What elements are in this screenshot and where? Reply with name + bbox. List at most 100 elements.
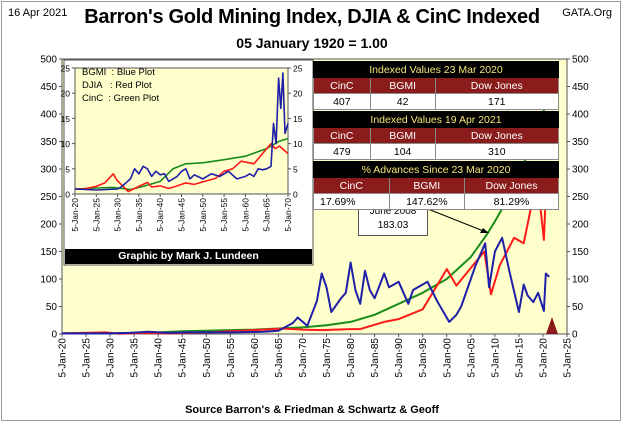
x-tick-label: 5-Jan-95 [418, 338, 429, 378]
value-bgmi: 104 [369, 143, 436, 160]
header-bgmi: BGMI [369, 77, 436, 94]
table-caption: Indexed Values 19 Apr 2021 [313, 111, 559, 128]
x-tick-label: 5-Jan-50 [198, 198, 208, 232]
credit-bar: Graphic by Mark J. Lundeen [65, 249, 312, 264]
x-tick-label: 5-Jan-00 [442, 338, 453, 378]
x-tick-label: 5-Jan-20 [58, 338, 69, 378]
x-tick-label: 5-Jan-65 [262, 198, 272, 232]
now-marker [546, 317, 558, 334]
y-tick-label-left: 25 [61, 64, 71, 74]
x-tick-label: 5-Jan-25 [82, 338, 93, 378]
x-tick-label: 5-Jan-85 [370, 338, 381, 378]
date-label: 16 Apr 2021 [8, 7, 68, 19]
callout-arrow [427, 208, 487, 233]
header-dow: Dow Jones [434, 127, 560, 144]
x-tick-label: 5-Jan-60 [250, 338, 261, 378]
y-tick-label-left: 5 [65, 164, 70, 174]
y-tick-label-right: 350 [572, 137, 589, 148]
y-tick-label-left: 150 [40, 247, 57, 258]
series-line-bgmi [62, 236, 550, 335]
x-tick-label: 5-Jan-40 [155, 198, 165, 232]
x-tick-label: 5-Jan-05 [466, 338, 477, 378]
y-tick-label-left: 500 [40, 55, 57, 66]
series-line-bgmi [74, 72, 289, 191]
x-tick-label: 5-Jan-25 [563, 338, 574, 378]
header-bgmi: BGMI [388, 177, 465, 194]
value-cinc: 479 [313, 143, 371, 160]
y-tick-label-left: 0 [51, 330, 57, 341]
inset-series-group [74, 72, 289, 193]
x-tick-label: 5-Jan-65 [274, 338, 285, 378]
table-advances: % Advances Since 23 Mar 2020 CinC BGMI D… [313, 161, 560, 210]
x-tick-label: 5-Jan-90 [394, 338, 405, 378]
table-indexed-2021: Indexed Values 19 Apr 2021 CinC BGMI Dow… [313, 111, 560, 160]
main-y-axis-right: 0 50 100 150 200 250 300 350 400 450 500 [567, 55, 589, 341]
x-tick-label: 5-Jan-75 [322, 338, 333, 378]
y-tick-label-right: 0 [572, 330, 578, 341]
header-bgmi: BGMI [369, 127, 436, 144]
callout-value: 183.03 [377, 220, 409, 231]
header-dow: Dow Jones [434, 77, 560, 94]
y-tick-label-left: 300 [40, 165, 57, 176]
x-tick-label: 5-Jan-60 [240, 198, 250, 232]
x-tick-label: 5-Jan-15 [514, 338, 525, 378]
x-tick-label: 5-Jan-30 [113, 198, 123, 232]
header-cinc: CinC [313, 127, 371, 144]
legend-item-cinc: CinC : Green Plot [82, 93, 160, 104]
y-tick-label-right: 0 [293, 190, 298, 200]
inset-plot-area [74, 67, 289, 195]
y-tick-label-left: 0 [65, 190, 70, 200]
y-tick-label-right: 300 [572, 165, 589, 176]
y-tick-label-left: 10 [61, 139, 71, 149]
x-tick-label: 5-Jan-70 [298, 338, 309, 378]
x-tick-label: 5-Jan-80 [346, 338, 357, 378]
y-tick-label-right: 450 [572, 82, 589, 93]
value-dow: 310 [434, 143, 560, 160]
x-tick-label: 5-Jan-35 [130, 338, 141, 378]
x-tick-label: 5-Jan-55 [219, 198, 229, 232]
y-tick-label-right: 20 [293, 89, 303, 99]
header-dow: Dow Jones [463, 177, 560, 194]
series-line-cinc [74, 137, 289, 191]
x-tick-label: 5-Jan-35 [134, 198, 144, 232]
y-tick-label-right: 400 [572, 110, 589, 121]
main-y-axis-left: 0 50 100 150 200 250 300 350 400 450 500 [40, 55, 62, 341]
value-dow: 81.29% [463, 193, 560, 210]
header-cinc: CinC [313, 177, 390, 194]
site-label: GATA.Org [562, 7, 612, 19]
x-tick-label: 5-Jan-30 [106, 338, 117, 378]
x-tick-label: 5-Jan-20 [70, 198, 80, 232]
x-tick-label: 5-Jan-10 [490, 338, 501, 378]
y-tick-label-right: 5 [293, 164, 298, 174]
x-tick-label: 5-Jan-20 [538, 338, 549, 378]
value-cinc: 17.69% [313, 193, 390, 210]
table-caption: Indexed Values 23 Mar 2020 [313, 61, 559, 78]
y-tick-label-left: 100 [40, 275, 57, 286]
y-tick-label-right: 200 [572, 220, 589, 231]
y-tick-label-left: 350 [40, 137, 57, 148]
y-tick-label-right: 150 [572, 247, 589, 258]
y-tick-label-left: 50 [46, 302, 58, 313]
chart-title: Barron's Gold Mining Index, DJIA & CinC … [84, 6, 540, 28]
x-tick-label: 5-Jan-40 [154, 338, 165, 378]
table-indexed-2020: Indexed Values 23 Mar 2020 CinC BGMI Dow… [313, 61, 560, 110]
x-tick-label: 5-Jan-25 [91, 198, 101, 232]
y-tick-label-right: 25 [293, 64, 303, 74]
y-tick-label-right: 250 [572, 192, 589, 203]
legend-item-djia: DJIA : Red Plot [82, 80, 152, 91]
source-note: Source Barron's & Friedman & Schwartz & … [185, 404, 439, 416]
y-tick-label-left: 20 [61, 89, 71, 99]
x-tick-label: 5-Jan-55 [226, 338, 237, 378]
inset-y-axis-right: 0 5 10 15 20 25 [288, 64, 303, 200]
table-caption: % Advances Since 23 Mar 2020 [313, 161, 559, 178]
y-tick-label-left: 450 [40, 82, 57, 93]
y-tick-label-right: 100 [572, 275, 589, 286]
series-line-djia [75, 142, 289, 193]
y-tick-label-right: 500 [572, 55, 589, 66]
y-tick-label-left: 250 [40, 192, 57, 203]
callout-arrowhead [480, 228, 489, 233]
value-dow: 171 [434, 93, 560, 110]
inset-legend: BGMI : Blue Plot DJIA : Red Plot CinC : … [82, 66, 159, 105]
x-tick-label: 5-Jan-50 [202, 338, 213, 378]
